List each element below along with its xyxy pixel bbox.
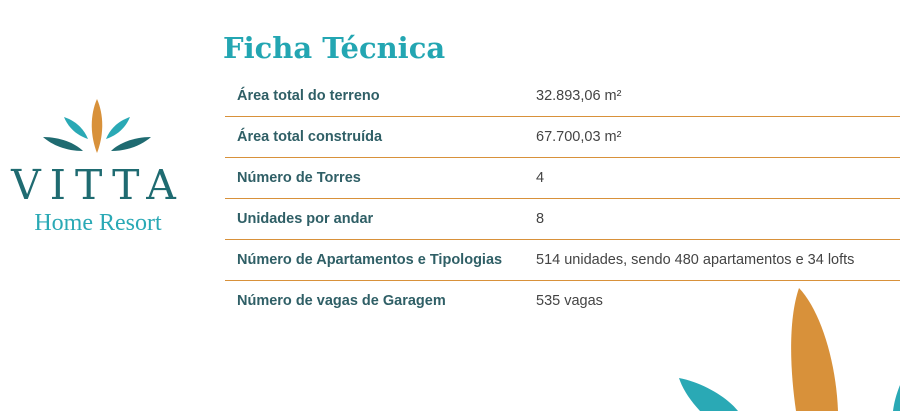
page-title: Ficha Técnica — [223, 31, 446, 65]
row-value: 4 — [536, 170, 545, 186]
row-value: 32.893,06 m² — [536, 88, 622, 104]
table-row: Número de Torres 4 — [225, 158, 900, 199]
vitta-logo — [0, 95, 196, 245]
row-value: 535 vagas — [536, 293, 603, 309]
row-label: Área total do terreno — [237, 88, 380, 104]
table-row: Área total construída 67.700,03 m² — [225, 117, 900, 158]
spec-table: Área total do terreno 32.893,06 m² Área t… — [225, 76, 900, 321]
row-value: 8 — [536, 211, 545, 227]
row-label: Área total construída — [237, 129, 383, 145]
table-row: Unidades por andar 8 — [225, 199, 900, 240]
row-label: Número de Apartamentos e Tipologias — [237, 252, 503, 268]
row-value: 67.700,03 m² — [536, 129, 622, 145]
row-label: Número de Torres — [237, 170, 361, 186]
table-row: Número de Apartamentos e Tipologias 514 u… — [225, 240, 900, 281]
brand-name: VITTA — [11, 161, 185, 209]
leaf-emblem-icon — [43, 99, 151, 153]
table-row: Número de vagas de Garagem 535 vagas — [225, 281, 900, 321]
row-value: 514 unidades, sendo 480 apartamentos e 3… — [536, 252, 855, 268]
brand-tagline: Home Resort — [34, 210, 162, 236]
row-label: Número de vagas de Garagem — [237, 293, 446, 309]
table-row: Área total do terreno 32.893,06 m² — [225, 76, 900, 117]
row-label: Unidades por andar — [237, 211, 374, 227]
